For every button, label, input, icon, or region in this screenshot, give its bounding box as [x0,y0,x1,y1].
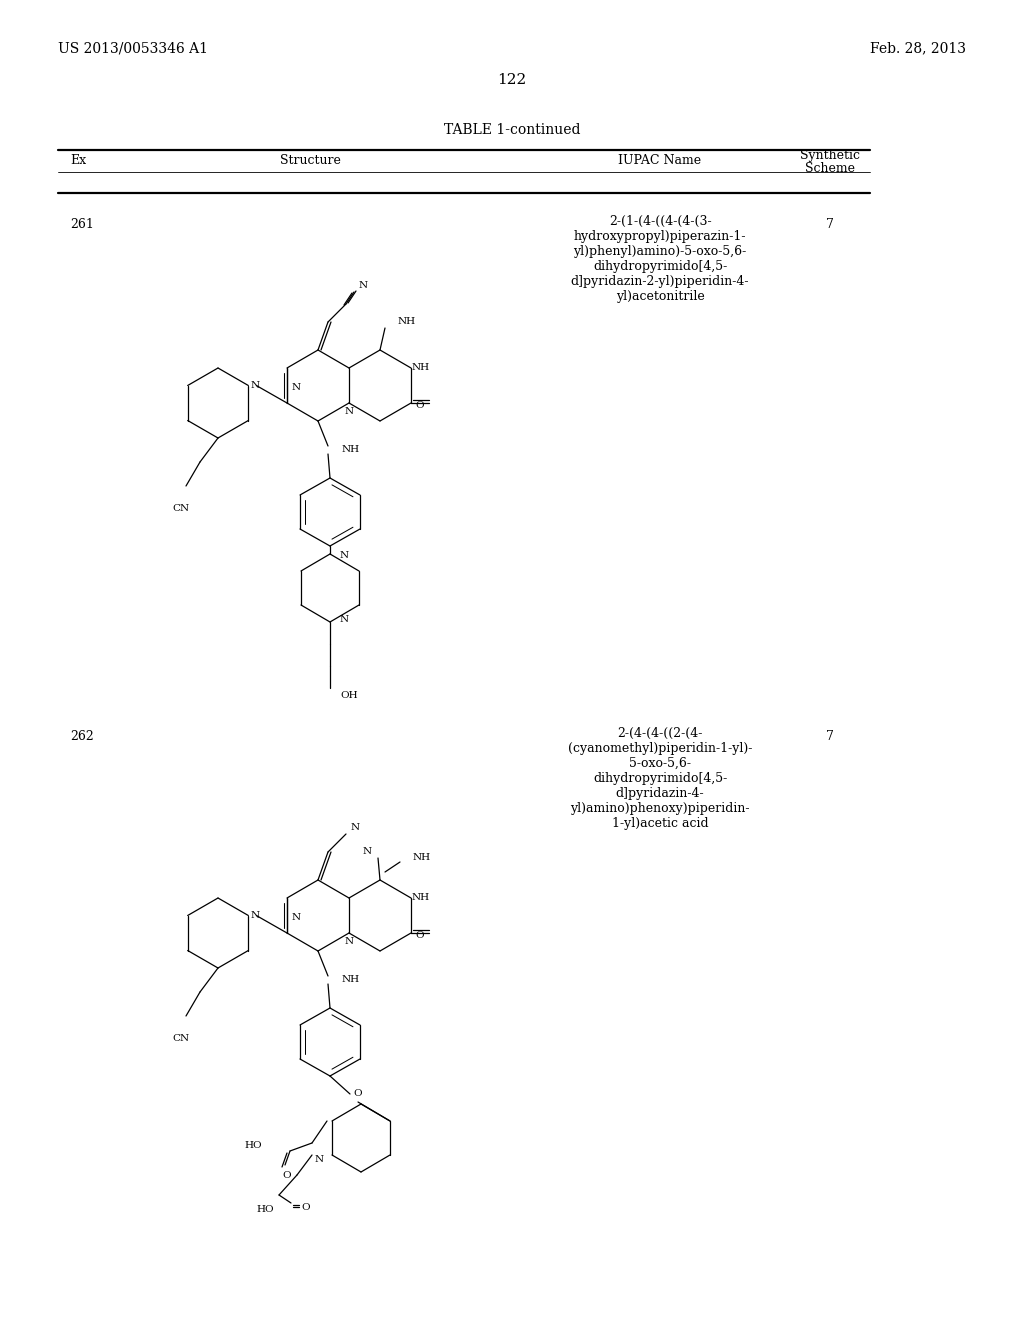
Text: 261: 261 [70,218,94,231]
Text: OH: OH [340,692,357,701]
Text: IUPAC Name: IUPAC Name [618,154,701,168]
Text: Feb. 28, 2013: Feb. 28, 2013 [870,41,966,55]
Text: NH: NH [342,445,360,454]
Text: N: N [344,937,353,946]
Text: O: O [415,931,424,940]
Text: 122: 122 [498,73,526,87]
Text: N: N [292,913,301,923]
Text: N: N [292,384,301,392]
Text: N: N [340,552,349,561]
Text: N: N [314,1155,324,1164]
Text: NH: NH [342,974,360,983]
Text: TABLE 1-continued: TABLE 1-continued [443,123,581,137]
Text: N: N [351,824,360,833]
Text: N: N [250,381,259,389]
Text: NH: NH [413,854,431,862]
Text: HO: HO [256,1204,274,1213]
Text: NH: NH [398,318,416,326]
Text: O: O [301,1203,309,1212]
Text: O: O [283,1171,291,1180]
Text: 2-(4-(4-((2-(4-
(cyanomethyl)piperidin-1-yl)-
5-oxo-5,6-
dihydropyrimido[4,5-
d]: 2-(4-(4-((2-(4- (cyanomethyl)piperidin-1… [568,727,753,830]
Text: CN: CN [172,504,189,513]
Text: Scheme: Scheme [805,162,855,176]
Text: N: N [362,847,372,857]
Text: Structure: Structure [280,154,340,168]
Text: O: O [353,1089,362,1098]
Text: CN: CN [172,1034,189,1043]
Text: Ex: Ex [70,154,86,168]
Text: Synthetic: Synthetic [800,149,860,161]
Text: US 2013/0053346 A1: US 2013/0053346 A1 [58,41,208,55]
Text: O: O [415,400,424,409]
Text: 7: 7 [826,218,834,231]
Text: 7: 7 [826,730,834,743]
Text: HO: HO [245,1142,262,1151]
Text: N: N [344,408,353,417]
Text: NH: NH [412,363,430,372]
Text: 262: 262 [70,730,94,743]
Text: N: N [340,615,349,624]
Text: 2-(1-(4-((4-(4-(3-
hydroxypropyl)piperazin-1-
yl)phenyl)amino)-5-oxo-5,6-
dihydr: 2-(1-(4-((4-(4-(3- hydroxypropyl)piperaz… [570,215,750,304]
Text: NH: NH [412,894,430,903]
Text: N: N [250,911,259,920]
Text: N: N [359,281,368,290]
